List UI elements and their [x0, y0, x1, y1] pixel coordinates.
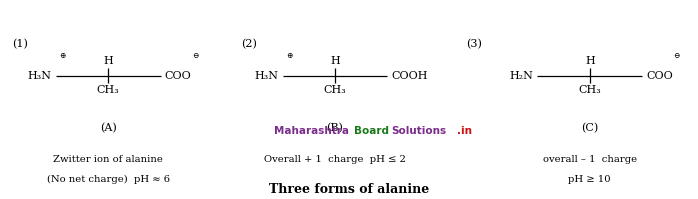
- Text: (1): (1): [13, 39, 29, 49]
- Text: ⊖: ⊖: [674, 52, 680, 60]
- Text: COO: COO: [646, 71, 673, 81]
- Text: Three forms of alanine: Three forms of alanine: [269, 183, 429, 196]
- Text: Zwitter ion of alanine: Zwitter ion of alanine: [53, 155, 163, 164]
- Text: H: H: [330, 56, 340, 66]
- Text: COO: COO: [165, 71, 191, 81]
- Text: H: H: [585, 56, 595, 66]
- Text: .in: .in: [457, 126, 472, 136]
- Text: Maharashtra: Maharashtra: [274, 126, 348, 136]
- Text: overall – 1  charge: overall – 1 charge: [543, 155, 637, 164]
- Text: (No net charge)  pH ≈ 6: (No net charge) pH ≈ 6: [47, 175, 170, 184]
- Text: COOH: COOH: [392, 71, 428, 81]
- Text: H₂N: H₂N: [510, 71, 533, 81]
- Text: Overall + 1  charge  pH ≤ 2: Overall + 1 charge pH ≤ 2: [264, 155, 406, 164]
- Text: CH₃: CH₃: [97, 85, 119, 95]
- Text: H₃N: H₃N: [28, 71, 52, 81]
- Text: (3): (3): [466, 39, 482, 49]
- Text: Solutions: Solutions: [391, 126, 446, 136]
- Text: (2): (2): [241, 39, 257, 49]
- Text: H₃N: H₃N: [255, 71, 279, 81]
- Text: (C): (C): [581, 123, 598, 133]
- Text: pH ≥ 10: pH ≥ 10: [568, 175, 611, 184]
- Text: CH₃: CH₃: [324, 85, 346, 95]
- Text: ⊖: ⊖: [192, 52, 198, 60]
- Text: (B): (B): [327, 123, 343, 133]
- Text: (A): (A): [100, 123, 117, 133]
- Text: Board: Board: [355, 126, 389, 136]
- Text: H: H: [103, 56, 113, 66]
- Text: CH₃: CH₃: [579, 85, 601, 95]
- Text: ⊕: ⊕: [285, 52, 292, 60]
- Text: ⊕: ⊕: [59, 52, 66, 60]
